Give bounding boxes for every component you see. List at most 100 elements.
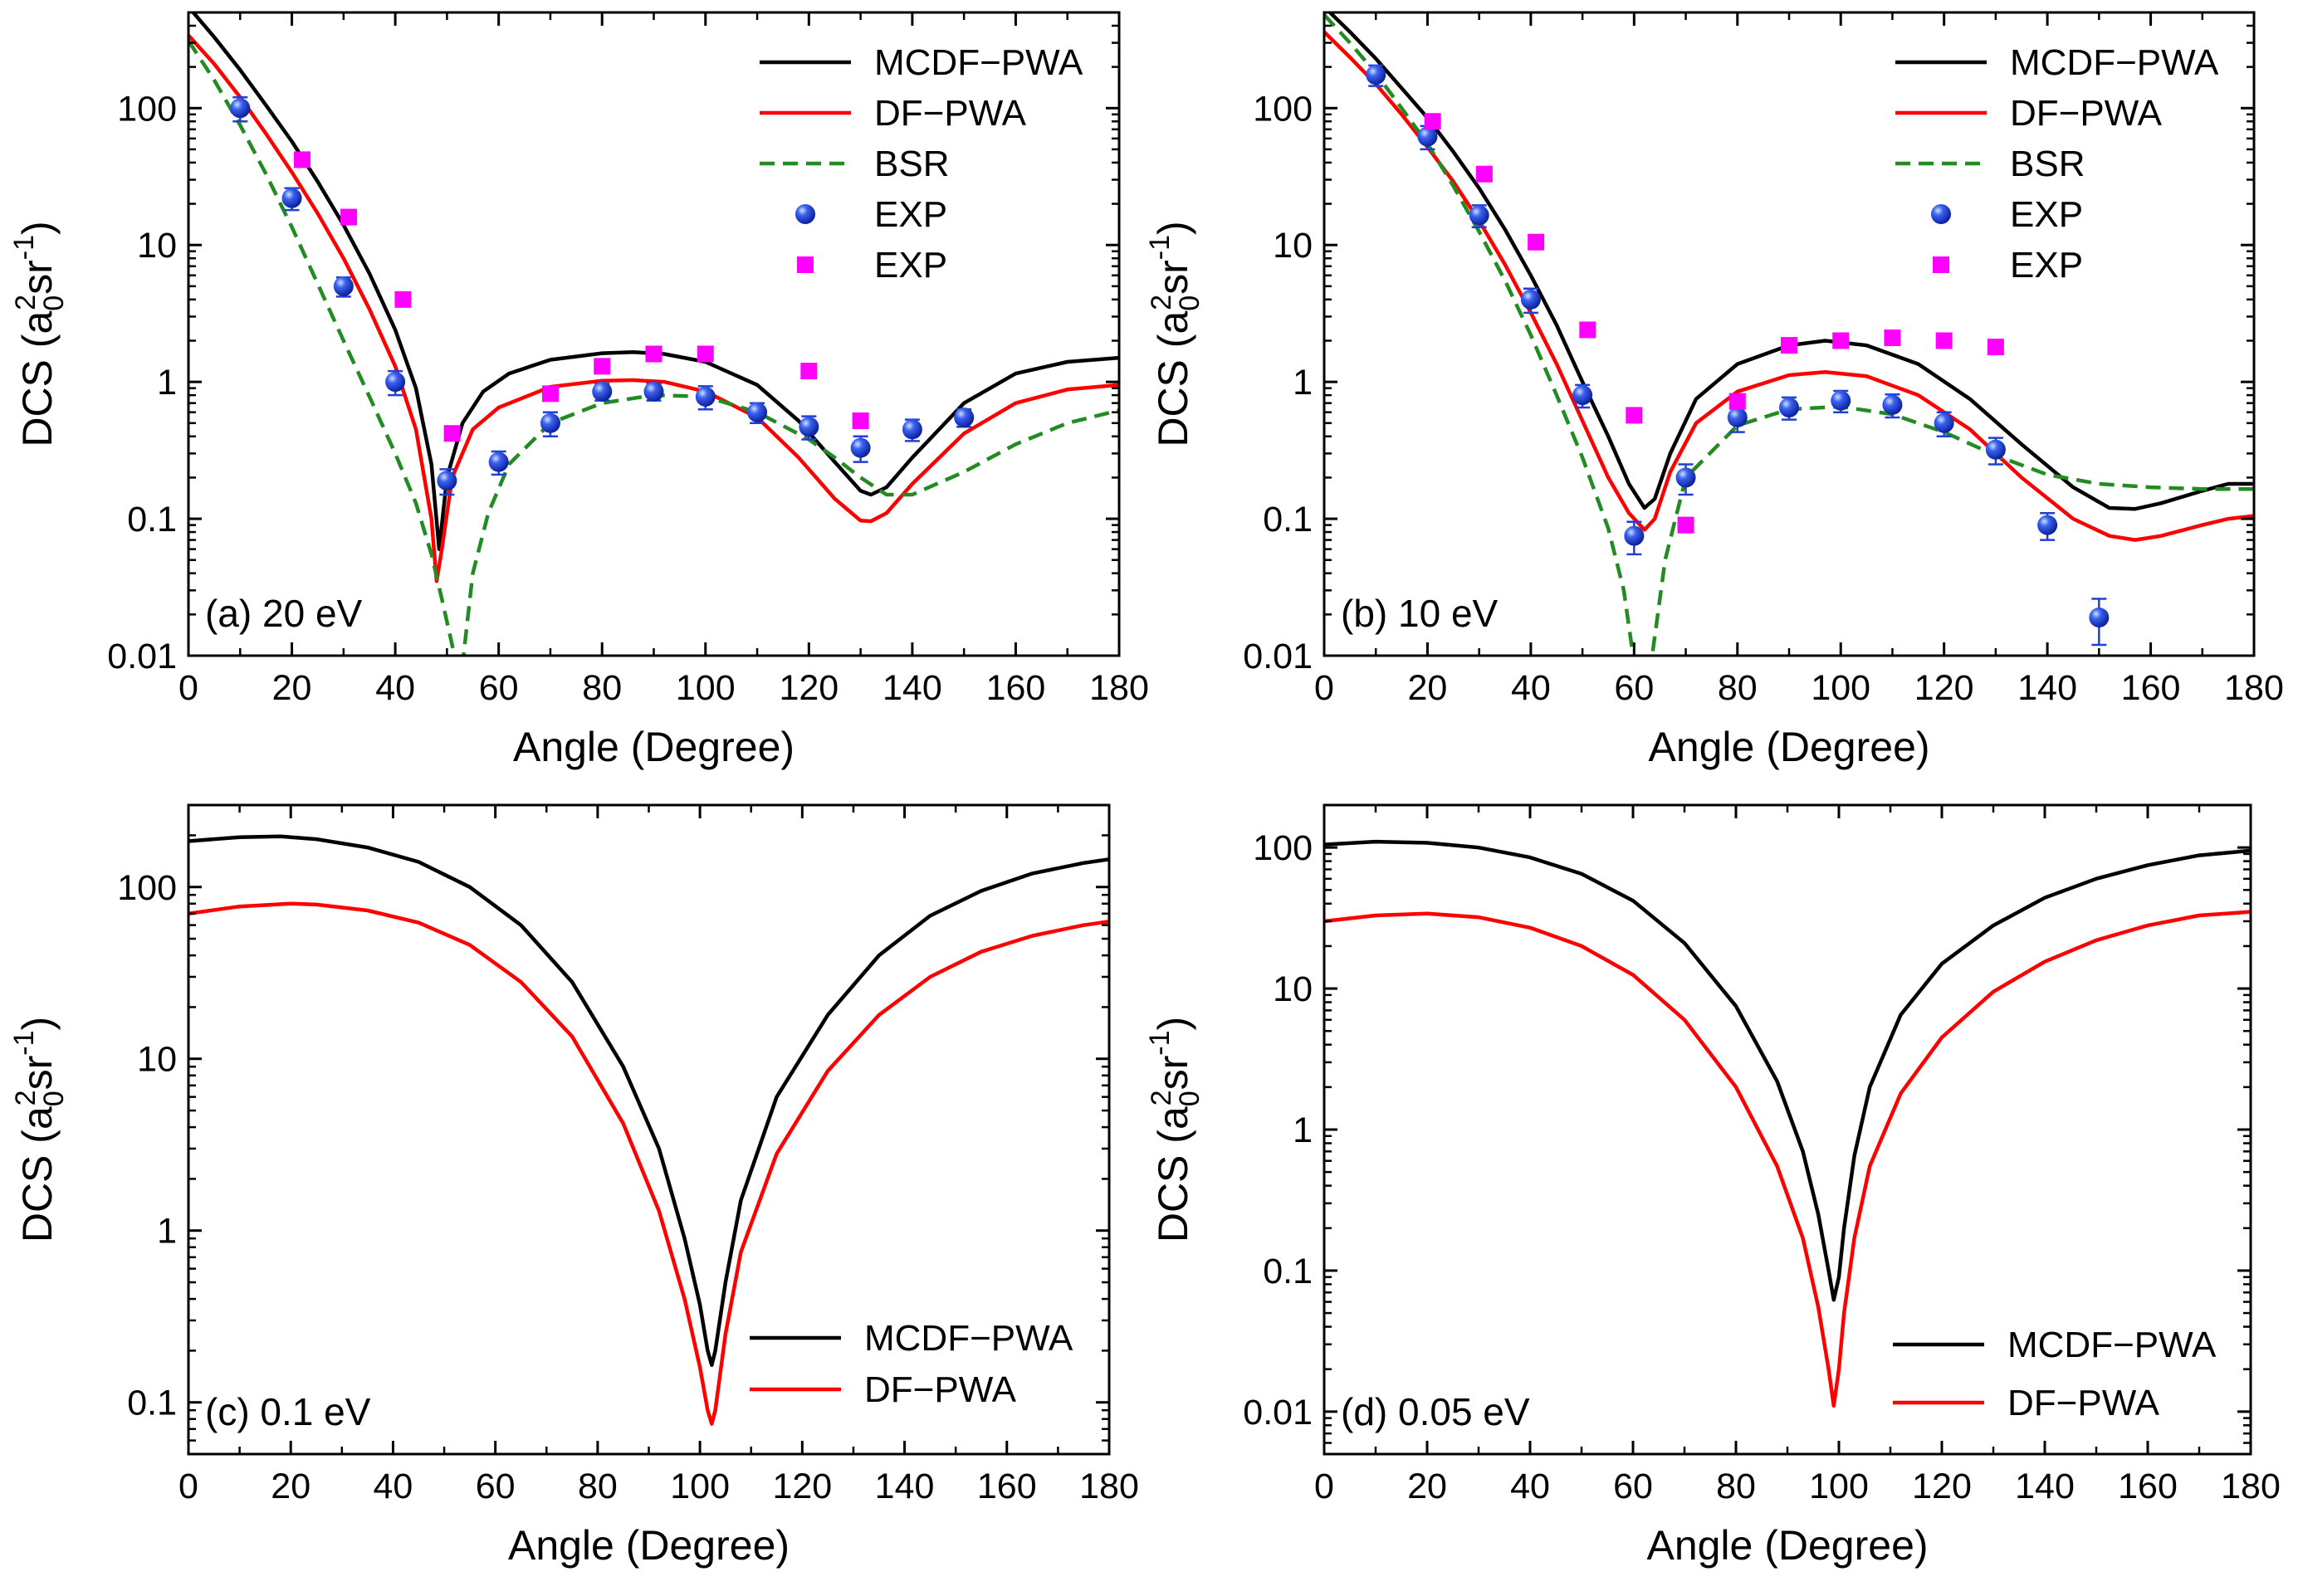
series-line-mcdfpwa — [190, 12, 1119, 551]
data-point-exp-square — [1475, 165, 1493, 183]
data-point-exp-square — [1884, 329, 1901, 346]
x-tick-label: 100 — [1809, 1467, 1869, 1506]
x-tick-label: 60 — [1614, 668, 1654, 708]
x-tick-label: 160 — [986, 668, 1046, 708]
data-point-exp — [1572, 385, 1593, 406]
y-tick-label: 0.1 — [127, 1384, 177, 1423]
legend: MCDF−PWA DF−PWA — [750, 1318, 1073, 1410]
x-tick-label: 120 — [1912, 1467, 1972, 1506]
y-axis-title: DCS (a02sr-1) — [1144, 1017, 1205, 1242]
x-tick-label: 0 — [1314, 668, 1334, 708]
data-point-exp — [643, 381, 664, 402]
series-line-bsr — [188, 39, 1119, 656]
data-point-exp-square — [1626, 407, 1643, 424]
panel-label: (b) 10 eV — [1341, 592, 1499, 635]
legend-label: BSR — [874, 144, 949, 184]
y-axis-title-part: 2 — [1146, 1090, 1177, 1105]
x-tick-label: 120 — [779, 668, 839, 708]
x-tick-label: 140 — [883, 668, 942, 708]
y-tick-label: 100 — [117, 89, 177, 129]
y-axis-title-part: -1 — [1144, 1031, 1176, 1056]
data-point-exp — [281, 188, 302, 208]
legend-swatch-exp-sphere — [1931, 204, 1951, 224]
x-tick-label: 20 — [1408, 668, 1448, 708]
legend-swatch-exp-square — [1933, 256, 1949, 273]
x-tick-label: 40 — [1510, 1467, 1550, 1506]
data-point-exp — [1366, 65, 1386, 85]
data-point-exp — [540, 412, 560, 433]
data-point-exp-square — [594, 358, 611, 375]
y-axis-title-part: sr — [1150, 1056, 1196, 1091]
data-point-exp — [954, 407, 975, 427]
data-point-exp-square — [1832, 332, 1850, 349]
series-group — [188, 12, 1119, 656]
y-axis-title: DCS (a02sr-1) — [8, 221, 70, 447]
data-point-exp-square — [1424, 113, 1441, 130]
data-point-exp-square — [1935, 332, 1953, 349]
y-tick-label: 10 — [137, 1040, 177, 1080]
x-tick-label: 140 — [2017, 668, 2077, 708]
data-point-exp — [1727, 407, 1748, 427]
data-point-exp — [1882, 394, 1903, 415]
x-tick-label: 60 — [476, 1467, 516, 1506]
data-point-exp-square — [1579, 321, 1596, 339]
series-line-mcdfpwa — [1324, 839, 2251, 1302]
legend: MCDF−PWA DF−PWA BSR EXP EXP — [1895, 42, 2219, 286]
x-axis-title: Angle (Degree) — [508, 1522, 790, 1569]
x-tick-label: 100 — [670, 1467, 730, 1506]
x-tick-label: 40 — [375, 668, 415, 708]
legend: MCDF−PWA DF−PWA — [1893, 1325, 2217, 1423]
data-point-exp — [1469, 205, 1489, 226]
x-tick-label: 100 — [1811, 668, 1870, 708]
panel-label: (a) 20 eV — [205, 592, 363, 635]
series-line-mcdfpwa — [188, 834, 1109, 1367]
scatter-exp-square — [1424, 113, 2004, 534]
data-point-exp — [799, 417, 819, 437]
y-tick-label: 1 — [1293, 1110, 1313, 1150]
y-axis-title-part: 0 — [38, 295, 70, 311]
x-tick-label: 180 — [2224, 668, 2284, 708]
panel-a: 0 20 40 60 80 100 120 140 160 1800.010.1110100Ang… — [8, 11, 1149, 770]
y-axis-title-part: 2 — [10, 295, 42, 310]
y-tick-label: 0.1 — [1263, 500, 1313, 539]
data-point-exp — [488, 451, 509, 472]
legend-swatch-exp-sphere — [795, 204, 815, 224]
legend-label: MCDF−PWA — [2007, 1325, 2217, 1365]
data-point-exp-square — [852, 412, 869, 429]
y-tick-label: 1 — [1293, 363, 1313, 403]
series-line-mcdfpwa — [1327, 12, 2254, 511]
data-point-exp — [850, 437, 871, 458]
data-point-exp-square — [340, 208, 358, 226]
y-axis-title-part: DCS (a — [1150, 311, 1196, 447]
x-axis-title: Angle (Degree) — [1646, 1522, 1928, 1569]
x-axis-title: Angle (Degree) — [1648, 724, 1929, 770]
y-axis-title-part: -1 — [8, 235, 40, 260]
y-tick-label: 0.01 — [1243, 1393, 1313, 1432]
x-tick-label: 60 — [1613, 1467, 1653, 1506]
data-point-exp — [1934, 412, 1954, 433]
y-axis-title-part: ) — [14, 1017, 61, 1031]
y-tick-label: 100 — [117, 868, 177, 908]
series-line-dfpwa — [1324, 30, 2254, 542]
data-point-exp — [592, 381, 613, 402]
y-axis-title-part: DCS (a — [1150, 1106, 1196, 1242]
legend-label: MCDF−PWA — [874, 42, 1083, 83]
y-tick-label: 10 — [137, 226, 177, 266]
x-tick-label: 80 — [1718, 668, 1758, 708]
y-axis-title-part: 2 — [1146, 295, 1177, 310]
x-tick-label: 80 — [1716, 1467, 1756, 1506]
panel-b: 0 20 40 60 80 100 120 140 160 1800.010.1110100Ang… — [1144, 11, 2284, 770]
data-point-exp — [2089, 608, 2110, 628]
y-tick-label: 0.01 — [107, 637, 177, 676]
data-point-exp-square — [443, 425, 461, 442]
data-point-exp — [1675, 467, 1696, 488]
data-point-exp — [385, 372, 406, 393]
y-axis-title-part: ) — [1150, 221, 1196, 235]
series-group — [188, 834, 1109, 1426]
data-point-exp-square — [1987, 339, 2004, 356]
y-axis-title-part: sr — [14, 260, 61, 295]
data-point-exp — [2037, 515, 2058, 535]
data-point-exp — [902, 419, 922, 440]
data-point-exp — [1831, 390, 1851, 411]
y-axis-title: DCS (a02sr-1) — [8, 1017, 70, 1242]
